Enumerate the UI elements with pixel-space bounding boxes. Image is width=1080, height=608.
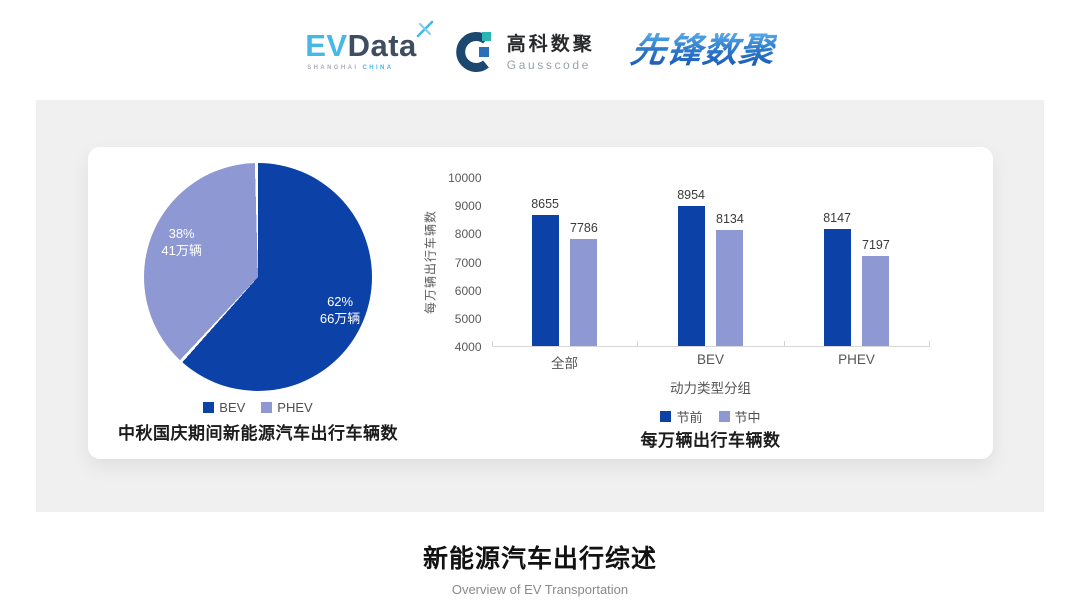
brand-header: EVData SHANGHAI CHINA 高科数聚 Gausscode 先锋数… — [0, 0, 1080, 100]
evdata-data-text: Data — [347, 27, 417, 63]
bar-节中 — [570, 239, 598, 346]
category-label: 全部 — [551, 356, 578, 371]
evdata-wordmark: EVData — [305, 20, 434, 63]
bar-legend-pre-label: 节前 — [676, 410, 703, 425]
pie-legend-item-phev[interactable]: PHEV — [261, 400, 313, 415]
evdata-china-text: CHINA — [362, 64, 394, 71]
axis-tick — [928, 341, 930, 346]
pie-legend-phev-label: PHEV — [277, 400, 313, 415]
spark-icon — [416, 20, 434, 37]
pie-legend-item-bev[interactable]: BEV — [203, 400, 245, 415]
y-tick-label: 8000 — [454, 227, 482, 242]
pie-chart: 38% 41万辆 62% 66万辆 BEV PHEV 中秋国庆期间新能源汽车 — [88, 147, 428, 459]
bar-节前 — [823, 229, 851, 346]
bar-cell: 8147 — [823, 211, 851, 346]
bar-group: 8954 8134 — [638, 178, 784, 346]
evdata-logo: EVData SHANGHAI CHINA — [305, 20, 434, 71]
bar-节前 — [677, 206, 705, 346]
bar-group: 8147 7197 — [784, 178, 930, 346]
bar-value-label: 8655 — [531, 197, 559, 211]
page-subtitle: Overview of EV Transportation — [451, 582, 629, 597]
bar-plot: 8655 7786 8954 8134 8147 7197 — [491, 178, 930, 347]
page-footer: 新能源汽车出行综述 Overview of EV Transportation — [0, 512, 1080, 597]
category-row: 全部 BEV PHEV — [492, 352, 930, 372]
bar-legend-item-mid[interactable]: 节中 — [718, 407, 761, 426]
bar-value-label: 7197 — [862, 238, 890, 252]
y-tick-label: 5000 — [454, 311, 482, 326]
bar-value-label: 8134 — [716, 212, 744, 226]
bar-value-label: 7786 — [570, 221, 598, 235]
bar-cell: 8655 — [531, 197, 559, 346]
page-title: 新能源汽车出行综述 — [422, 545, 657, 573]
pie-bev-value: 66万辆 — [319, 311, 361, 327]
bar-legend-mid-label: 节中 — [734, 410, 761, 425]
gausscode-logo: 高科数聚 Gausscode — [453, 28, 595, 72]
phev-swatch-icon — [261, 402, 273, 413]
bar-cell: 8954 — [677, 188, 705, 346]
pie-circle — [144, 163, 372, 391]
x-axis-label: 动力类型分组 — [670, 381, 751, 396]
bev-swatch-icon — [203, 402, 215, 413]
bar-cell: 8134 — [716, 212, 744, 346]
bar-value-label: 8147 — [823, 211, 851, 225]
charts-panel: 38% 41万辆 62% 66万辆 BEV PHEV 中秋国庆期间新能源汽车 — [36, 100, 1044, 512]
y-tick-label: 10000 — [448, 171, 482, 185]
axis-tick — [783, 341, 785, 346]
axis-tick — [637, 341, 639, 346]
y-tick-label: 9000 — [454, 199, 482, 214]
bar-cell: 7197 — [862, 238, 890, 346]
category-label: BEV — [696, 352, 724, 367]
y-tick-label: 6000 — [454, 283, 482, 298]
gausscode-g-icon — [455, 32, 491, 72]
pie-legend-bev-label: BEV — [219, 400, 246, 415]
evdata-subtext: SHANGHAI CHINA — [305, 65, 393, 71]
y-axis-label: 每万辆出行车辆数 — [423, 209, 437, 315]
pie-phev-value: 41万辆 — [161, 242, 202, 258]
pie-wrap: 38% 41万辆 62% 66万辆 — [144, 163, 372, 391]
gausscode-cn-text: 高科数聚 — [506, 33, 595, 55]
bar-chart-title: 每万辆出行车辆数 — [640, 431, 781, 450]
mid-holiday-swatch-icon — [718, 411, 730, 422]
evdata-ev-text: EV — [305, 27, 348, 63]
bar-节中 — [862, 256, 890, 346]
bar-chart: 每万辆出行车辆数 10000 9000 8000 7000 6000 5000 4000 8… — [423, 147, 993, 459]
bar-cell: 7786 — [570, 221, 598, 346]
pre-holiday-swatch-icon — [660, 411, 672, 422]
bar-节前 — [531, 215, 559, 346]
bar-legend: 节前 节中 — [660, 407, 761, 426]
y-tick-label: 7000 — [454, 255, 482, 270]
gausscode-en-text: Gausscode — [506, 57, 591, 72]
pie-bev-pct: 62% — [327, 294, 354, 310]
pie-phev-pct: 38% — [168, 225, 195, 241]
pie-label-phev: 38% 41万辆 — [161, 226, 201, 260]
bar-value-label: 8954 — [677, 188, 705, 202]
y-axis-ticks: 10000 9000 8000 7000 6000 5000 4000 — [442, 171, 482, 354]
bar-plot-wrap: 每万辆出行车辆数 10000 9000 8000 7000 6000 5000 4000 8… — [423, 171, 930, 372]
gausscode-text: 高科数聚 Gausscode — [507, 29, 595, 72]
pie-label-bev: 62% 66万辆 — [320, 294, 360, 328]
axis-tick — [491, 341, 493, 346]
charts-card: 38% 41万辆 62% 66万辆 BEV PHEV 中秋国庆期间新能源汽车 — [88, 147, 993, 459]
pie-chart-title: 中秋国庆期间新能源汽车出行车辆数 — [118, 424, 398, 443]
bar-节中 — [716, 230, 744, 346]
bar-legend-item-pre[interactable]: 节前 — [660, 407, 703, 426]
pioneer-logo: 先锋数聚 — [628, 30, 778, 70]
category-label: PHEV — [838, 352, 875, 367]
bar-group: 8655 7786 — [492, 178, 638, 346]
pie-legend: BEV PHEV — [203, 400, 313, 415]
y-tick-label: 4000 — [454, 340, 482, 354]
evdata-shanghai-text: SHANGHAI — [307, 64, 359, 71]
